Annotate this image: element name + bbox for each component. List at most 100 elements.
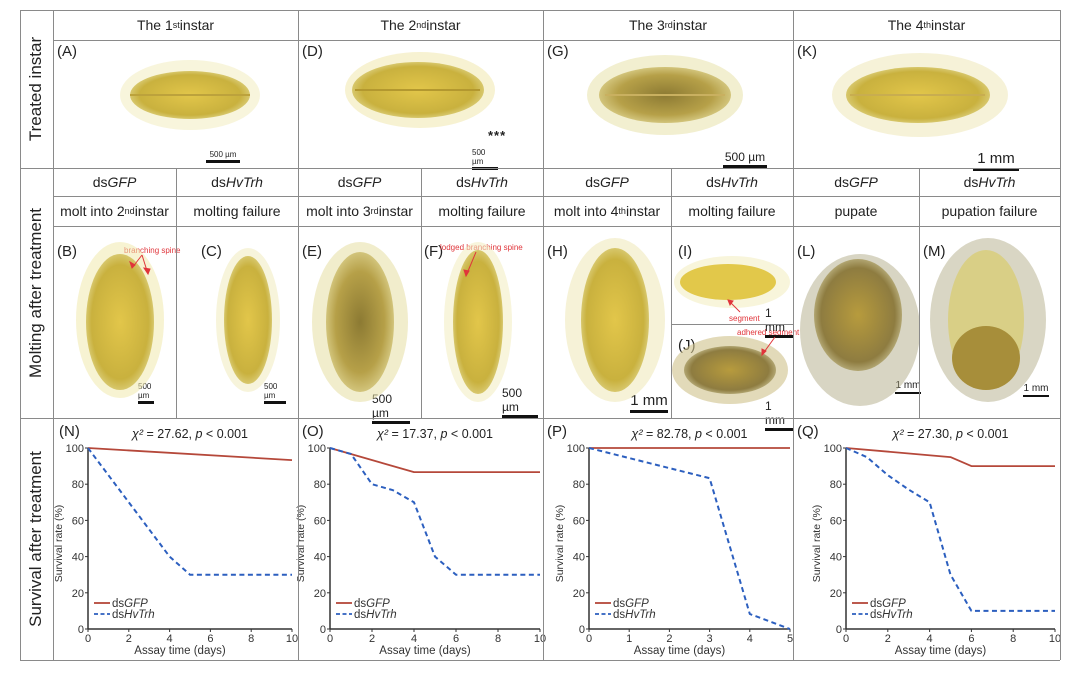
larva-a — [120, 60, 260, 130]
outcome-header: pupate — [834, 203, 878, 219]
y-tick-label: 20 — [573, 588, 585, 600]
x-tick-label: 3 — [707, 633, 713, 645]
larva-f — [444, 242, 512, 402]
grid-line — [53, 226, 1060, 227]
larva-e — [312, 242, 408, 402]
x-tick-label: 10 — [1049, 633, 1060, 645]
x-tick-label: 8 — [495, 633, 501, 645]
group-header-dshvtrh: ds HvTrh — [963, 174, 1016, 190]
y-tick-label: 20 — [314, 588, 326, 600]
x-tick-label: 0 — [586, 633, 592, 645]
legend-label: dsHvTrh — [613, 609, 656, 621]
larva-c — [216, 248, 280, 392]
annotation-adhered-segment: adhered segment — [737, 328, 800, 337]
x-axis-label: Assay time (days) — [634, 645, 726, 657]
scale-bar-h: 1 mm — [630, 392, 668, 413]
y-tick-label: 40 — [830, 552, 842, 564]
grid-line — [671, 324, 793, 325]
y-tick-label: 60 — [830, 515, 842, 527]
larva-j — [672, 336, 788, 404]
x-tick-label: 2 — [885, 633, 891, 645]
y-tick-label: 40 — [314, 552, 326, 564]
y-axis-label: Survival rate (%) — [53, 505, 65, 583]
legend-item-dsgfp: dsGFP — [852, 598, 906, 610]
y-axis-label: Survival rate (%) — [295, 505, 307, 583]
x-tick-label: 4 — [747, 633, 753, 645]
larva-k — [832, 53, 1008, 137]
series-line-dshvtrh — [588, 447, 791, 630]
y-tick-label: 0 — [78, 624, 84, 636]
y-axis-label: Survival rate (%) — [554, 505, 566, 583]
series-line-dshvtrh — [329, 447, 540, 576]
legend-item-dshvtrh: dsHvTrh — [852, 609, 913, 621]
panel-letter-k: (K) — [797, 43, 817, 60]
legend-label: dsHvTrh — [354, 609, 397, 621]
x-tick-label: 5 — [787, 633, 793, 645]
x-tick-label: 10 — [534, 633, 546, 645]
y-tick-label: 100 — [567, 443, 585, 455]
y-tick-label: 80 — [72, 479, 84, 491]
series-line-dsgfp — [845, 447, 1055, 467]
x-tick-label: 1 — [626, 633, 632, 645]
grid-line — [20, 10, 21, 660]
annotation-arrows — [129, 251, 776, 357]
outcome-header: molting failure — [688, 203, 776, 219]
x-tick-label: 6 — [207, 633, 213, 645]
y-tick-label: 0 — [320, 624, 326, 636]
y-tick-label: 100 — [824, 443, 842, 455]
y-tick-label: 60 — [573, 515, 585, 527]
grid-line — [176, 168, 177, 418]
chart-title: χ² = 17.37, p < 0.001 — [376, 427, 493, 441]
y-tick-label: 40 — [72, 552, 84, 564]
scale-bar-f: 500 µm — [502, 386, 538, 418]
y-tick-label: 80 — [314, 479, 326, 491]
x-tick-label: 8 — [1010, 633, 1016, 645]
panel-letter-q: (Q) — [797, 423, 819, 440]
x-tick-label: 0 — [327, 633, 333, 645]
x-tick-label: 6 — [453, 633, 459, 645]
chart-n: (N) χ² = 27.62, p < 0.001 0 20 40 60 80 100 0 2 4 6… — [53, 423, 298, 657]
grid-line — [1060, 10, 1061, 660]
panel-letter-e: (E) — [302, 243, 322, 260]
legend-label: dsHvTrh — [870, 609, 913, 621]
grid-line — [53, 10, 54, 660]
group-header-dshvtrh: ds HvTrh — [211, 174, 263, 190]
legend-item-dshvtrh: dsHvTrh — [595, 609, 656, 621]
panel-letter-m: (M) — [923, 243, 946, 260]
legend-item-dsgfp: dsGFP — [595, 598, 649, 610]
chart-p: (P) χ² = 82.78, p < 0.001 0 20 40 60 80 100 0 1 2 3… — [547, 423, 793, 657]
larva-l — [800, 254, 920, 406]
group-header-dsgfp: ds GFP — [337, 174, 382, 190]
panel-letter-c: (C) — [201, 243, 222, 260]
y-tick-label: 60 — [72, 515, 84, 527]
grid-line — [20, 418, 1060, 419]
y-tick-label: 80 — [830, 479, 842, 491]
legend-item-dsgfp: dsGFP — [336, 598, 390, 610]
legend-label: dsGFP — [354, 598, 390, 610]
annotation-branching-spine: branching spine — [124, 246, 181, 255]
y-tick-label: 100 — [308, 443, 326, 455]
x-tick-label: 4 — [411, 633, 417, 645]
grid-line — [20, 10, 1060, 11]
group-header-dsgfp: ds GFP — [92, 174, 137, 190]
x-tick-label: 2 — [666, 633, 672, 645]
legend-label: dsGFP — [613, 598, 649, 610]
larva-i — [674, 256, 790, 308]
significance-stars: *** — [488, 128, 507, 143]
chart-o: (O) χ² = 17.37, p < 0.001 0 20 40 60 80 100 0 2 4 6… — [295, 423, 546, 657]
panel-letter-o: (O) — [302, 423, 324, 440]
grid-line — [20, 168, 1060, 169]
y-tick-label: 0 — [579, 624, 585, 636]
panel-letter-a: (A) — [57, 43, 77, 60]
scale-bar-j: 1 mm — [765, 399, 793, 431]
x-tick-label: 2 — [126, 633, 132, 645]
grid-line — [53, 196, 1060, 197]
panel-letter-d: (D) — [302, 43, 323, 60]
group-header-dsgfp: ds GFP — [585, 174, 629, 190]
grid-line — [793, 10, 794, 660]
grid-line — [53, 40, 1060, 41]
